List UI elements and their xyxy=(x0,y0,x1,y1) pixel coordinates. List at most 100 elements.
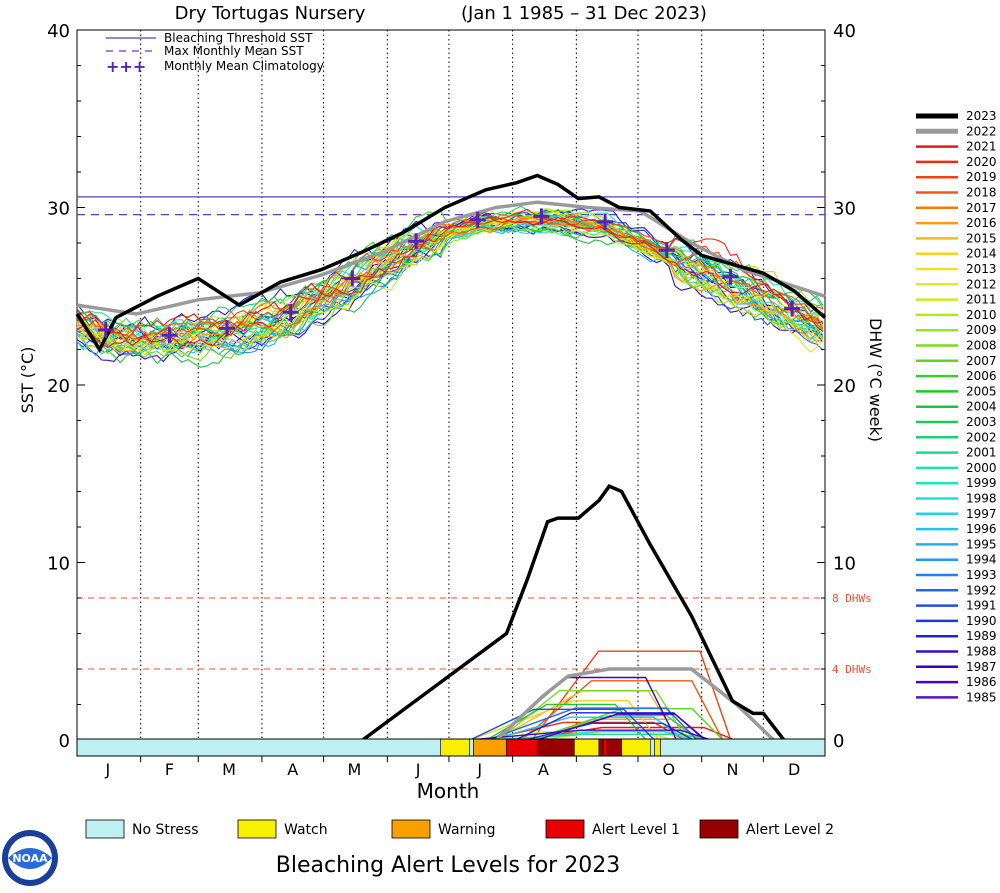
climatology-marker-10 xyxy=(722,268,739,285)
year-label-2009: 2009 xyxy=(966,323,997,337)
y-axis-right-label: DHW (°C week) xyxy=(866,318,885,442)
sst-line-2016 xyxy=(77,217,824,349)
year-label-2003: 2003 xyxy=(966,415,997,429)
sst-line-2022 xyxy=(76,200,826,316)
month-label-0: J xyxy=(104,760,110,779)
alert-segment-0 xyxy=(76,738,442,757)
sst-line-2018 xyxy=(76,218,824,341)
alert-strip xyxy=(76,738,826,757)
month-label-3: A xyxy=(287,760,298,779)
year-label-1992: 1992 xyxy=(966,583,997,597)
month-label-6: J xyxy=(476,760,482,779)
climatology-marker-9 xyxy=(658,242,675,259)
alert-segment-1 xyxy=(440,738,470,757)
year-label-2021: 2021 xyxy=(966,140,997,154)
year-label-2018: 2018 xyxy=(966,186,997,200)
alert-segment-3 xyxy=(473,738,507,757)
year-label-2017: 2017 xyxy=(966,201,997,215)
year-label-2000: 2000 xyxy=(966,461,997,475)
dhw-line-1988 xyxy=(468,729,712,741)
year-label-1989: 1989 xyxy=(966,629,997,643)
year-label-2015: 2015 xyxy=(966,231,997,245)
year-label-2004: 2004 xyxy=(966,400,997,414)
alert-segment-10 xyxy=(621,738,651,757)
year-label-2001: 2001 xyxy=(966,446,997,460)
legend-climatology-swatch: +++ xyxy=(106,57,146,76)
y-tick-label-right-0: 0 xyxy=(833,731,844,752)
y-tick-label-right-3: 30 xyxy=(833,199,856,220)
month-label-5: J xyxy=(415,760,421,779)
year-label-1994: 1994 xyxy=(966,553,997,567)
sst-line-2017 xyxy=(76,213,824,337)
month-gridlines xyxy=(140,30,764,740)
y-tick-label-left-3: 30 xyxy=(47,199,70,220)
climatology-marker-7 xyxy=(533,208,550,225)
x-axis-label: Month xyxy=(417,779,480,803)
y-tick-label-right-4: 40 xyxy=(833,21,856,42)
year-label-1993: 1993 xyxy=(966,568,997,582)
y-tick-label-left-1: 10 xyxy=(47,554,70,575)
alert-segment-12 xyxy=(654,738,661,757)
dhw-line-1992 xyxy=(486,707,698,741)
year-label-1999: 1999 xyxy=(966,476,997,490)
y-tick-label-left-4: 40 xyxy=(47,21,70,42)
year-label-2023: 2023 xyxy=(966,109,997,123)
legend-threshold-label: Bleaching Threshold SST xyxy=(164,31,313,45)
alert-segment-7 xyxy=(598,738,604,757)
top-legend: Bleaching Threshold SST Max Monthly Mean… xyxy=(106,31,324,76)
alert-legend-label-2: Warning xyxy=(438,822,496,838)
year-label-1998: 1998 xyxy=(966,492,997,506)
year-label-2011: 2011 xyxy=(966,293,997,307)
year-label-1988: 1988 xyxy=(966,645,997,659)
alert-segment-5 xyxy=(537,738,575,757)
y-tick-label-right-1: 10 xyxy=(833,554,856,575)
sst-line-2012 xyxy=(76,208,824,356)
dhw-line-2023 xyxy=(361,484,786,742)
alert-segment-2 xyxy=(469,738,474,757)
alert-segment-4 xyxy=(506,738,538,757)
dhw-line-1991 xyxy=(469,708,655,741)
climatology-marker-4 xyxy=(344,270,361,287)
climatology-marker-1 xyxy=(161,327,178,344)
y-axis-left-label: SST (°C) xyxy=(18,347,37,414)
year-label-2022: 2022 xyxy=(966,124,997,138)
y-tick-label-left-0: 0 xyxy=(59,731,70,752)
dhw-line-2018 xyxy=(521,680,724,741)
sst-line-2023 xyxy=(75,173,827,354)
noaa-logo: NOAA xyxy=(2,830,58,886)
reference-lines: 8 DHWs 4 DHWs xyxy=(77,196,872,676)
year-label-2012: 2012 xyxy=(966,277,997,291)
month-label-9: O xyxy=(663,760,676,779)
year-label-2010: 2010 xyxy=(966,308,997,322)
y-axes: 0 0 10 10 20 20 30 30 40 40 xyxy=(47,21,856,752)
climatology-marker-3 xyxy=(282,304,299,321)
year-label-2005: 2005 xyxy=(966,384,997,398)
climatology-marker-11 xyxy=(784,300,801,317)
year-label-1997: 1997 xyxy=(966,507,997,521)
climatology-marker-5 xyxy=(408,233,425,250)
dhw-line-1996 xyxy=(490,716,686,741)
year-label-2016: 2016 xyxy=(966,216,997,230)
climatology-marker-0 xyxy=(97,321,114,338)
alert-level-legend: No Stress Watch Warning Alert Level 1 Alert … xyxy=(85,819,834,839)
climatology-marker-6 xyxy=(469,211,486,228)
year-label-1996: 1996 xyxy=(966,522,997,536)
y-tick-label-right-2: 20 xyxy=(833,376,856,397)
alert-segment-11 xyxy=(650,738,655,757)
year-label-2002: 2002 xyxy=(966,430,997,444)
dhw-line-2019 xyxy=(531,650,732,741)
year-label-1986: 1986 xyxy=(966,675,997,689)
dhw-ref-label-1: 4 DHWs xyxy=(832,663,872,676)
year-label-1995: 1995 xyxy=(966,537,997,551)
alert-strip-frame xyxy=(76,738,826,757)
dhw-ref-label-0: 8 DHWs xyxy=(832,592,872,605)
alert-legend-label-3: Alert Level 1 xyxy=(592,822,680,838)
year-label-1987: 1987 xyxy=(966,660,997,674)
plot-frame xyxy=(76,29,826,741)
climatology-markers xyxy=(97,208,801,344)
year-label-1985: 1985 xyxy=(966,690,997,704)
month-label-7: A xyxy=(538,760,549,779)
